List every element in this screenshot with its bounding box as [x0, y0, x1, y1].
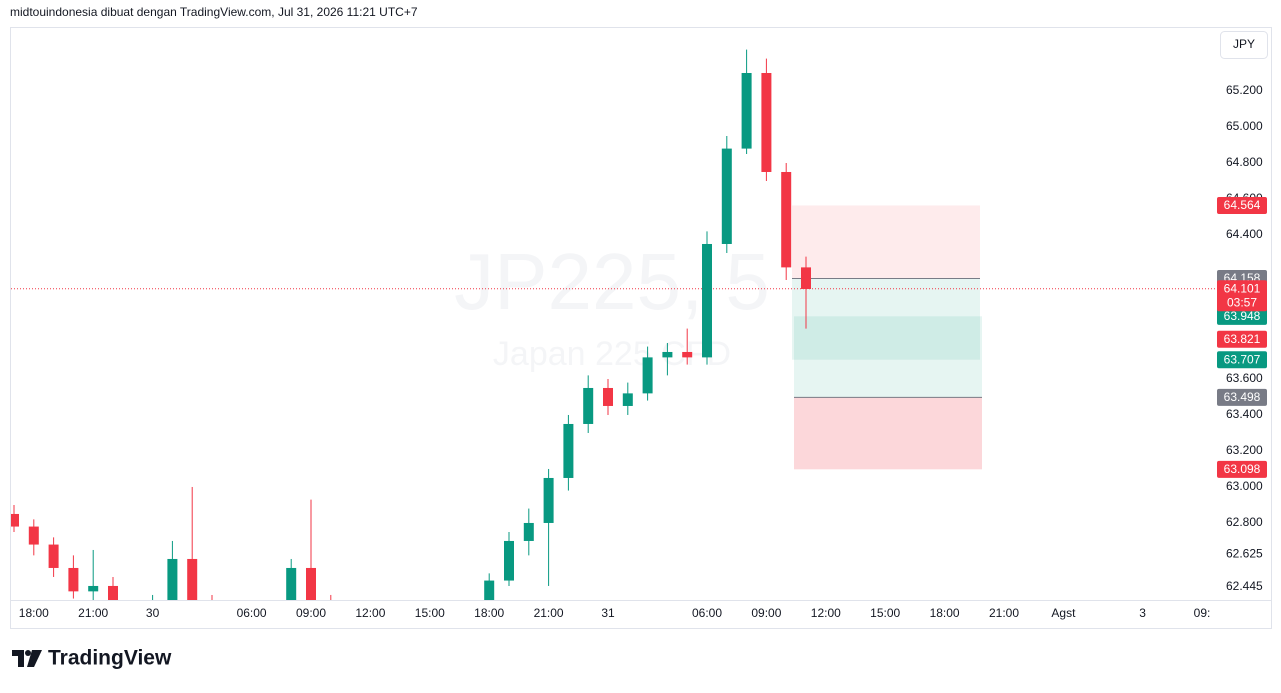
x-tick-label: Agst	[1051, 606, 1076, 620]
candle-body	[583, 387, 594, 424]
candle-body	[523, 522, 534, 541]
position-target-zone	[792, 278, 980, 360]
candle-body	[642, 357, 653, 394]
x-tick-label: 12:00	[355, 606, 385, 620]
y-tick-label: 62.445	[1226, 579, 1263, 593]
x-tick-label: 15:00	[870, 606, 900, 620]
y-tick-label: 64.800	[1226, 155, 1263, 169]
position-stop-zone	[794, 397, 982, 470]
last-price-label: 64.101	[1224, 281, 1261, 295]
x-tick-label: 31	[601, 606, 615, 620]
x-tick-label: 30	[146, 606, 160, 620]
x-tick-label: 06:00	[237, 606, 267, 620]
x-tick-label: 21:00	[78, 606, 108, 620]
watermark-name: Japan 225 CFD	[493, 335, 731, 373]
logo-icon	[12, 650, 42, 667]
candle-body	[543, 477, 554, 523]
y-tick-label: 62.625	[1226, 547, 1263, 561]
candle-body	[662, 351, 673, 358]
candle-body	[682, 351, 693, 358]
position-stop-zone	[792, 205, 980, 279]
candle-body	[563, 423, 574, 478]
price-label-bg	[1217, 460, 1267, 478]
x-tick-label: 3	[1139, 606, 1146, 620]
price-label: 63.821	[1224, 332, 1261, 346]
watermark-symbol: JP225, 5	[454, 237, 770, 326]
candle-body	[187, 558, 198, 600]
price-label-bg	[1217, 351, 1267, 369]
plot-area	[11, 49, 1215, 649]
x-tick-label: 21:00	[989, 606, 1019, 620]
candle-body	[741, 72, 752, 149]
price-label-bg	[1217, 388, 1267, 406]
price-label: 63.707	[1224, 352, 1261, 366]
x-tick-label: 18:00	[930, 606, 960, 620]
price-label-bg	[1217, 307, 1267, 325]
x-tick-label: 18:00	[474, 606, 504, 620]
price-label: 63.948	[1224, 309, 1261, 323]
candle-body	[88, 585, 99, 592]
candle-body	[108, 585, 118, 600]
price-label: 63.498	[1224, 390, 1261, 404]
y-tick-label: 63.600	[1226, 371, 1263, 385]
x-tick-label: 09:00	[296, 606, 326, 620]
y-tick-label: 62.800	[1226, 515, 1263, 529]
last-price-label-bg	[1217, 280, 1267, 312]
candle-body	[286, 567, 297, 600]
y-tick-label: 63.000	[1226, 479, 1263, 493]
countdown-label: 03:57	[1227, 295, 1257, 309]
candle-body	[622, 393, 633, 406]
candle-body	[167, 558, 178, 600]
candle-body	[28, 526, 39, 545]
candle-body	[721, 148, 732, 244]
candle-body	[445, 631, 455, 649]
chart-frame	[10, 27, 1272, 629]
candle-body	[801, 267, 811, 289]
y-tick-label: 64.400	[1226, 227, 1263, 241]
logo-text: TradingView	[48, 647, 172, 670]
x-tick-label: 21:00	[534, 606, 564, 620]
y-tick-label: 65.200	[1226, 83, 1263, 97]
price-label: 63.098	[1224, 462, 1261, 476]
candle-body	[306, 567, 316, 600]
candle-body	[11, 513, 19, 527]
x-tick-label: 06:00	[692, 606, 722, 620]
candle-body	[761, 72, 772, 172]
price-label-bg	[1217, 196, 1267, 214]
y-tick-label: 63.200	[1226, 443, 1263, 457]
candle-body	[484, 580, 495, 600]
candle-body	[781, 171, 792, 268]
x-tick-label: 12:00	[811, 606, 841, 620]
currency-label[interactable]: JPY	[1233, 37, 1255, 51]
position-target-zone	[794, 316, 982, 398]
price-label-bg	[1217, 330, 1267, 348]
candle-body	[603, 387, 613, 406]
x-tick-label: 09:00	[751, 606, 781, 620]
candle-body	[702, 243, 712, 358]
x-tick-label: 09:	[1194, 606, 1211, 620]
candle-body	[405, 640, 415, 645]
y-tick-label: 63.400	[1226, 407, 1263, 421]
candle-body	[365, 631, 375, 635]
candle-body	[68, 567, 79, 592]
candle-body	[504, 540, 514, 581]
currency-button[interactable]	[1220, 31, 1268, 59]
candle-body	[48, 544, 59, 568]
candle-body	[385, 635, 395, 640]
y-tick-label: 65.000	[1226, 119, 1263, 133]
x-tick-label: 15:00	[415, 606, 445, 620]
x-tick-label: 18:00	[19, 606, 49, 620]
header-text: midtouindonesia dibuat dengan TradingVie…	[10, 5, 418, 19]
price-label: 64.564	[1224, 198, 1261, 212]
candle-body	[425, 645, 435, 649]
